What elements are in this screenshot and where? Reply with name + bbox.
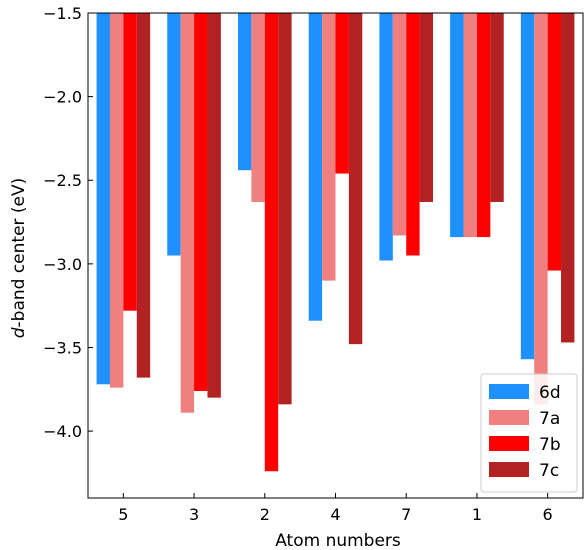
- x-tick-label-1: 1: [472, 505, 482, 524]
- x-tick-label-2: 2: [260, 505, 270, 524]
- bar-7c-atom-4: [348, 13, 363, 345]
- bar-7a-atom-2: [251, 13, 265, 202]
- y-tick-label: −2.0: [43, 88, 82, 107]
- y-tick-label: −4.0: [43, 422, 82, 441]
- bar-7a-atom-4: [322, 13, 336, 281]
- x-tick-label-5: 5: [118, 505, 128, 524]
- y-tick-label: −2.5: [43, 171, 82, 190]
- y-axis-label-rest: -band center (eV): [9, 178, 29, 328]
- bar-6d-atom-4: [308, 13, 323, 321]
- legend-swatch-7b: [489, 436, 529, 451]
- legend-label-6d: 6d: [539, 383, 561, 403]
- bar-7a-atom-3: [180, 13, 195, 413]
- bar-7c-atom-6: [561, 13, 575, 343]
- legend-swatch-7a: [489, 410, 529, 425]
- bar-7b-atom-2: [264, 13, 279, 472]
- y-axis-label-italic: d: [9, 327, 29, 338]
- bar-7c-atom-2: [278, 13, 292, 405]
- bar-7a-atom-7: [392, 13, 407, 236]
- x-tick-label-6: 6: [543, 505, 553, 524]
- bar-6d-atom-6: [520, 13, 535, 360]
- bar-7c-atom-1: [490, 13, 504, 202]
- legend-swatch-7c: [489, 462, 529, 477]
- plot-frame: [87, 12, 584, 499]
- bar-6d-atom-2: [237, 13, 252, 171]
- bar-7b-atom-1: [476, 13, 491, 238]
- axes-group: 5 3 2 4 7 1 6 −1.5 −2.0 −2.5 −3.0 −3.5 −4.0: [43, 4, 584, 524]
- legend-label-7c: 7c: [539, 461, 559, 481]
- legend-label-7b: 7b: [539, 435, 561, 455]
- x-axis-label: Atom numbers: [275, 531, 401, 550]
- bar-7c-atom-7: [419, 13, 434, 202]
- bar-7a-atom-6: [534, 13, 548, 405]
- bar-7b-atom-6: [547, 13, 562, 271]
- bar-6d-atom-7: [379, 13, 393, 261]
- bar-7c-atom-5: [136, 13, 151, 378]
- bar-7b-atom-3: [194, 13, 208, 391]
- y-axis-label: d-band center (eV): [9, 178, 29, 339]
- y-tick-label: −1.5: [43, 4, 82, 23]
- bar-6d-atom-5: [96, 13, 110, 385]
- bar-7c-atom-3: [207, 13, 221, 398]
- legend-swatch-6d: [489, 384, 529, 399]
- legend-label-7a: 7a: [539, 409, 560, 429]
- bar-7b-atom-5: [123, 13, 137, 311]
- bar-6d-atom-1: [450, 13, 464, 238]
- legend: 6d 7a 7b 7c: [480, 373, 578, 493]
- bar-7b-atom-4: [335, 13, 349, 174]
- bar-7b-atom-7: [406, 13, 420, 256]
- bar-6d-atom-3: [167, 13, 181, 256]
- bar-7a-atom-5: [109, 13, 124, 388]
- bar-7a-atom-1: [463, 13, 477, 238]
- x-tick-label-7: 7: [401, 505, 411, 524]
- y-tick-label: −3.5: [43, 338, 82, 357]
- y-tick-label: −3.0: [43, 255, 82, 274]
- x-tick-label-4: 4: [330, 505, 340, 524]
- x-tick-label-3: 3: [189, 505, 199, 524]
- bars-group: [96, 13, 575, 472]
